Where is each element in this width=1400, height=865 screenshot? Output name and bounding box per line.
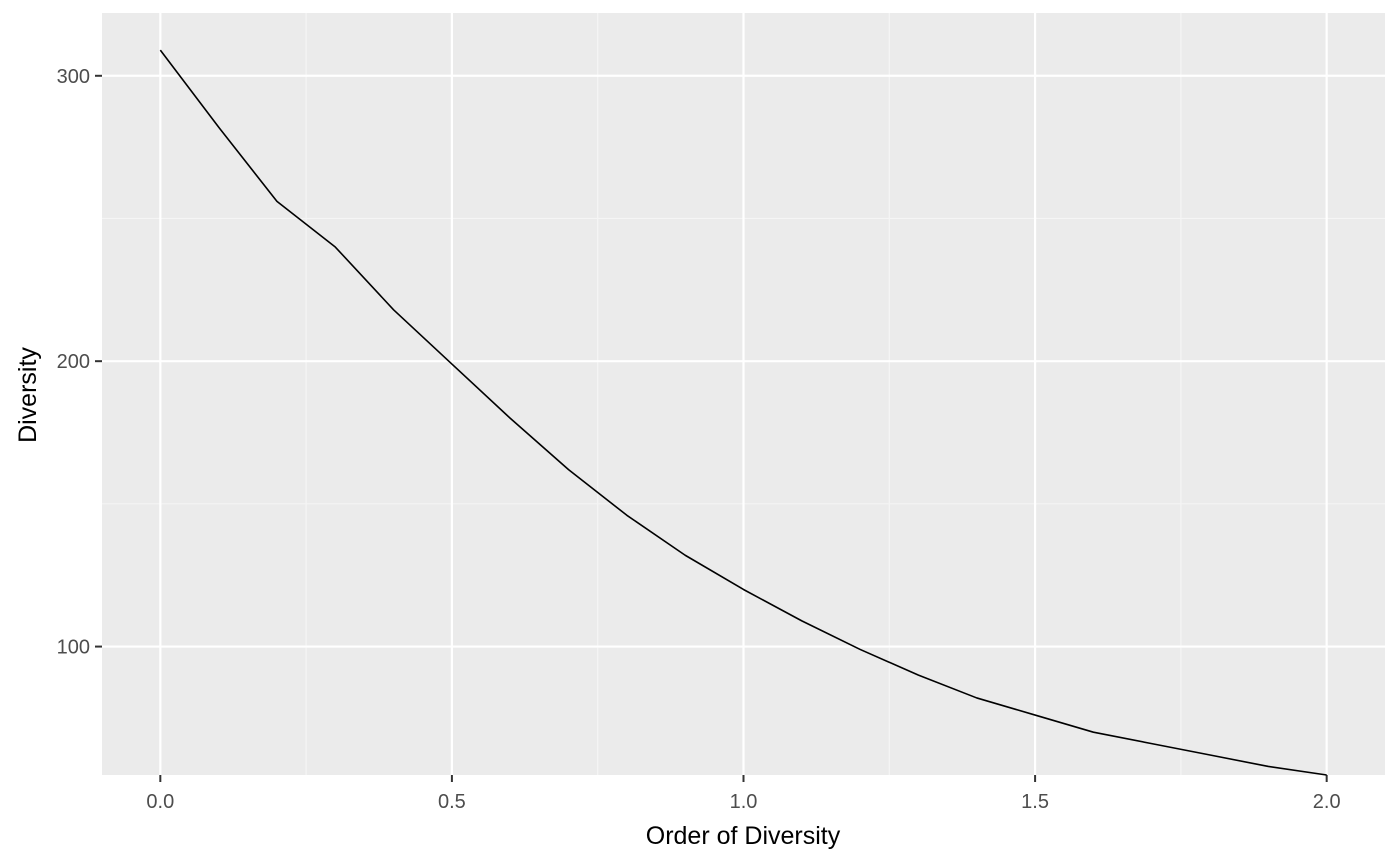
y-axis-title: Diversity xyxy=(14,347,42,443)
series-line xyxy=(159,49,1327,776)
major-gridlines xyxy=(102,13,1385,775)
x-tick-label: 1.0 xyxy=(730,791,758,813)
y-tick-label: 200 xyxy=(57,351,90,373)
series-layer xyxy=(159,49,1327,776)
y-axis-ticks: 100 200 300 xyxy=(57,66,102,659)
x-tick-label: 2.0 xyxy=(1313,791,1341,813)
x-tick-label: 0.5 xyxy=(438,791,466,813)
x-axis-title: Order of Diversity xyxy=(646,822,841,850)
x-axis-ticks: 0.0 0.5 1.0 1.5 2.0 xyxy=(146,775,1341,813)
y-tick-label: 100 xyxy=(57,637,90,659)
x-tick-label: 1.5 xyxy=(1021,791,1049,813)
x-tick-label: 0.0 xyxy=(146,791,174,813)
y-tick-label: 300 xyxy=(57,66,90,88)
